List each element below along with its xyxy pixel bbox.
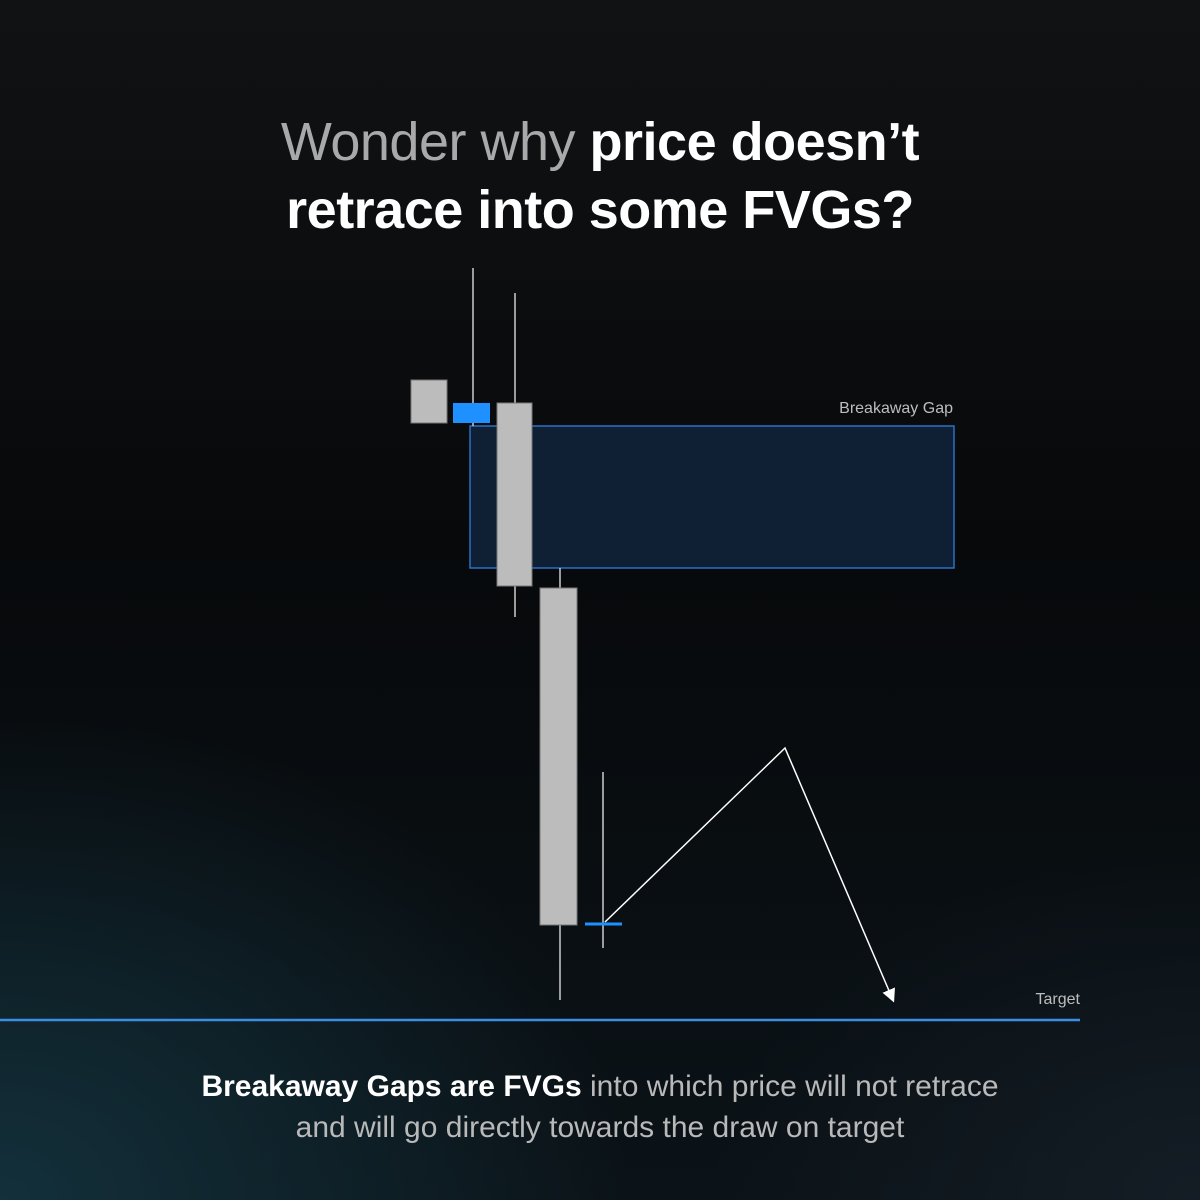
caption: Breakaway Gaps are FVGs into which price… [0,1066,1200,1148]
path-arrow [604,746,895,1003]
candle [539,587,578,926]
candle [410,379,448,424]
title-emphasis: price doesn’t [589,112,920,172]
caption-emphasis: Breakaway Gaps are FVGs [201,1070,582,1103]
candle [496,402,533,587]
caption-text: into which price will not retrace [590,1070,999,1103]
caption-text: and will go directly towards the draw on… [295,1111,905,1144]
title-emphasis: retrace into some FVGs? [286,180,914,240]
gap-zone [469,425,955,569]
title-lead: Wonder why [280,112,576,172]
target-label: Target [1036,991,1081,1008]
gap-label: Breakaway Gap [839,400,953,417]
title: Wonder why price doesn’t retrace into so… [0,108,1200,244]
fvg-marker [453,403,490,423]
